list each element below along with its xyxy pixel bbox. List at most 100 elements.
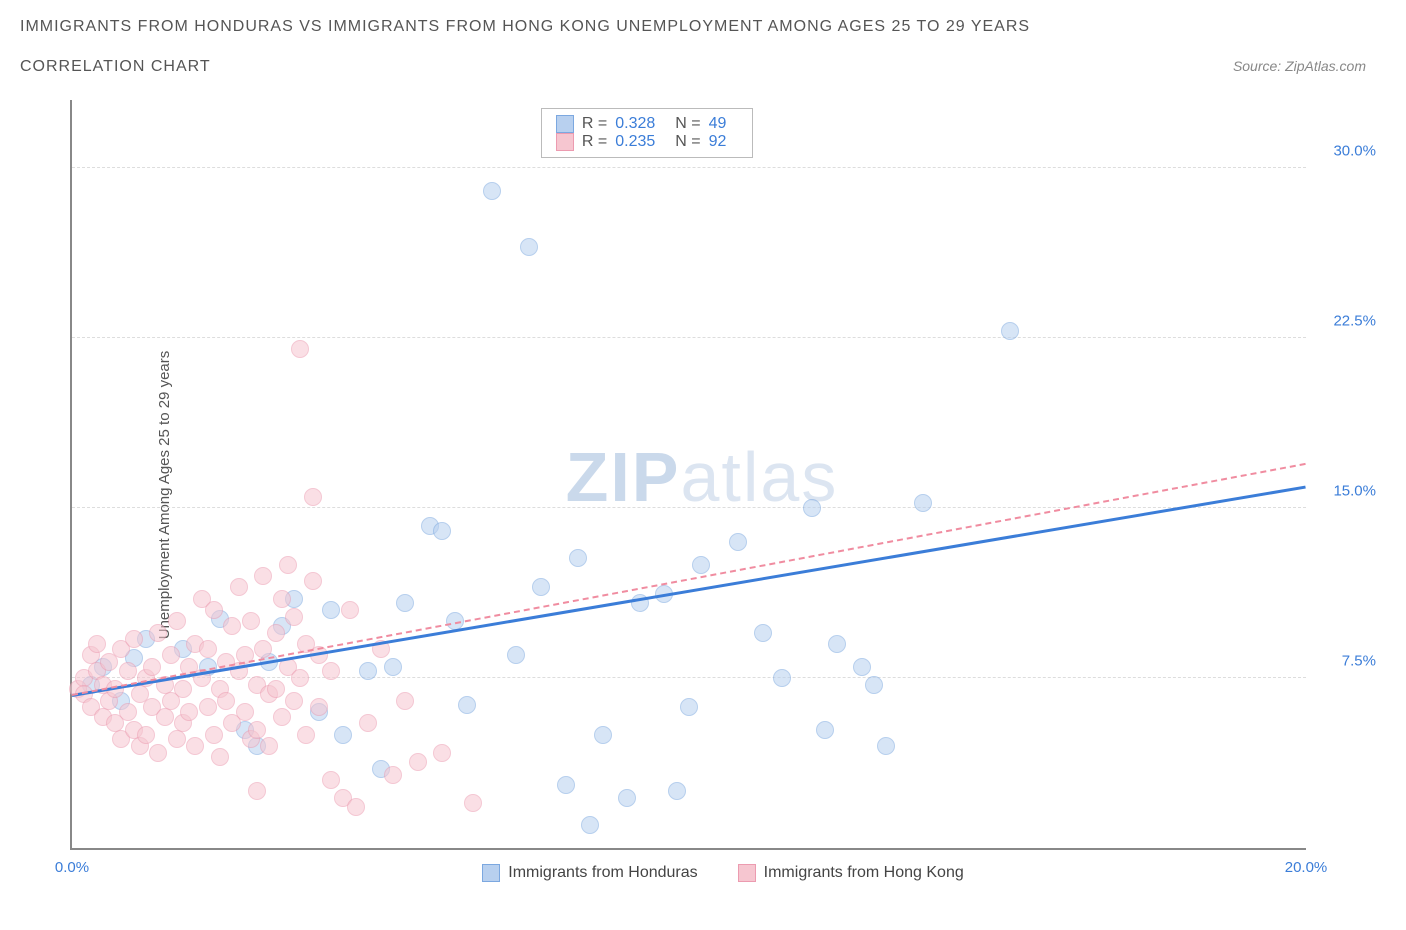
legend-label: Immigrants from Hong Kong [764, 864, 964, 882]
data-point [149, 744, 167, 762]
data-point [334, 726, 352, 744]
data-point [297, 726, 315, 744]
data-point [520, 238, 538, 256]
data-point [532, 578, 550, 596]
data-point [254, 567, 272, 585]
chart-container: Unemployment Among Ages 25 to 29 years Z… [60, 100, 1386, 890]
legend-swatch [482, 864, 500, 882]
legend-swatch [738, 864, 756, 882]
data-point [285, 608, 303, 626]
data-point [137, 726, 155, 744]
legend-label: Immigrants from Honduras [508, 864, 697, 882]
watermark: ZIPatlas [566, 437, 839, 517]
data-point [433, 522, 451, 540]
data-point [433, 744, 451, 762]
data-point [341, 601, 359, 619]
legend-swatch [556, 115, 574, 133]
data-point [557, 776, 575, 794]
data-point [168, 730, 186, 748]
data-point [754, 624, 772, 642]
data-point [322, 771, 340, 789]
chart-title: IMMIGRANTS FROM HONDURAS VS IMMIGRANTS F… [20, 18, 1386, 36]
y-tick-label: 15.0% [1333, 483, 1376, 500]
data-point [291, 669, 309, 687]
data-point [156, 708, 174, 726]
data-point [816, 721, 834, 739]
data-point [773, 669, 791, 687]
data-point [310, 698, 328, 716]
data-point [729, 533, 747, 551]
data-point [359, 662, 377, 680]
data-point [174, 680, 192, 698]
data-point [877, 737, 895, 755]
data-point [248, 721, 266, 739]
trend-line [72, 485, 1306, 696]
data-point [347, 798, 365, 816]
data-point [409, 753, 427, 771]
data-point [279, 556, 297, 574]
data-point [803, 499, 821, 517]
stats-row: R = 0.328N = 49 [556, 115, 739, 133]
data-point [464, 794, 482, 812]
data-point [1001, 322, 1019, 340]
data-point [88, 635, 106, 653]
plot-area: ZIPatlas R = 0.328N = 49R = 0.235N = 92 … [70, 100, 1306, 850]
source-label: Source: ZipAtlas.com [1233, 58, 1386, 74]
data-point [594, 726, 612, 744]
data-point [267, 680, 285, 698]
legend-swatch [556, 133, 574, 151]
data-point [205, 601, 223, 619]
y-tick-label: 22.5% [1333, 313, 1376, 330]
data-point [254, 640, 272, 658]
stats-legend: R = 0.328N = 49R = 0.235N = 92 [541, 108, 754, 158]
chart-subtitle: CORRELATION CHART [20, 58, 211, 76]
data-point [180, 703, 198, 721]
data-point [211, 748, 229, 766]
data-point [618, 789, 636, 807]
legend-item: Immigrants from Hong Kong [738, 864, 964, 882]
header: IMMIGRANTS FROM HONDURAS VS IMMIGRANTS F… [0, 0, 1406, 76]
stat-n-value: 92 [709, 133, 727, 151]
data-point [853, 658, 871, 676]
data-point [458, 696, 476, 714]
gridline [72, 167, 1306, 168]
y-tick-label: 30.0% [1333, 143, 1376, 160]
data-point [125, 630, 143, 648]
data-point [581, 816, 599, 834]
data-point [149, 624, 167, 642]
data-point [569, 549, 587, 567]
data-point [186, 737, 204, 755]
data-point [828, 635, 846, 653]
data-point [199, 698, 217, 716]
data-point [322, 662, 340, 680]
data-point [143, 658, 161, 676]
data-point [230, 578, 248, 596]
data-point [273, 708, 291, 726]
series-legend: Immigrants from Honduras Immigrants from … [60, 864, 1386, 882]
data-point [119, 662, 137, 680]
data-point [199, 640, 217, 658]
stat-r-value: 0.328 [615, 115, 655, 133]
data-point [692, 556, 710, 574]
data-point [304, 572, 322, 590]
data-point [260, 737, 278, 755]
stat-r-label: R = [582, 115, 607, 133]
data-point [168, 612, 186, 630]
data-point [668, 782, 686, 800]
stat-r-value: 0.235 [615, 133, 655, 151]
data-point [248, 782, 266, 800]
data-point [162, 646, 180, 664]
data-point [291, 340, 309, 358]
data-point [865, 676, 883, 694]
data-point [384, 766, 402, 784]
data-point [359, 714, 377, 732]
data-point [205, 726, 223, 744]
data-point [273, 590, 291, 608]
data-point [914, 494, 932, 512]
data-point [384, 658, 402, 676]
stat-n-label: N = [675, 115, 700, 133]
stat-r-label: R = [582, 133, 607, 151]
legend-item: Immigrants from Honduras [482, 864, 697, 882]
stats-row: R = 0.235N = 92 [556, 133, 739, 151]
data-point [322, 601, 340, 619]
